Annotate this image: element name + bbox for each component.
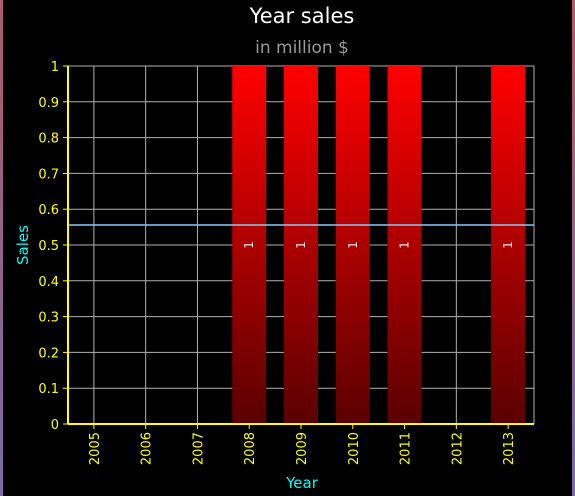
chart-title: Year sales	[249, 4, 355, 28]
y-tick-labels: 0 0.1 0.2 0.3 0.4 0.5 0.6 0.7 0.8 0.9 1	[38, 60, 59, 433]
y-tick-label: 0.5	[38, 239, 59, 254]
y-tick-label: 0.2	[38, 346, 59, 361]
x-tick-label: 2010	[347, 432, 362, 465]
y-tick-label: 1	[51, 60, 59, 75]
y-tick-label: 0.3	[38, 311, 59, 326]
bar-2010	[335, 66, 370, 424]
y-tick-label: 0.4	[38, 275, 59, 290]
data-labels: 1 1 1 1 1	[242, 241, 515, 249]
data-label: 1	[398, 241, 412, 249]
bar-2011	[387, 66, 422, 424]
y-tick-label: 0.6	[38, 203, 59, 218]
y-tick-label: 0.8	[38, 132, 59, 147]
data-label: 1	[346, 241, 360, 249]
y-axis-title: Sales	[14, 225, 32, 265]
x-tick-label: 2012	[450, 432, 465, 465]
data-label: 1	[294, 241, 308, 249]
data-label: 1	[501, 241, 515, 249]
bars	[232, 66, 526, 424]
y-tick-label: 0.1	[38, 382, 59, 397]
x-tick-labels: 2005 2006 2007 2008 2009 2010 2011 2012 2013	[88, 432, 517, 465]
bar-2009	[284, 66, 318, 424]
y-tick-label: 0.9	[38, 96, 59, 111]
x-tick-label: 2011	[399, 432, 414, 465]
x-tick-label: 2009	[295, 432, 310, 465]
chart-subtitle: in million $	[255, 38, 349, 58]
window-edge-left	[0, 0, 3, 496]
x-tick-label: 2006	[140, 432, 155, 465]
window-edge-right	[572, 0, 575, 496]
x-tick-label: 2007	[191, 432, 206, 465]
axes	[63, 65, 534, 429]
x-tick-label: 2005	[88, 432, 103, 465]
x-axis-title: Year	[285, 474, 319, 492]
bar-2013	[491, 66, 526, 424]
bar-2008	[232, 66, 267, 424]
x-tick-label: 2013	[502, 432, 517, 465]
y-tick-label: 0.7	[38, 167, 59, 182]
y-tick-label: 0	[51, 418, 59, 433]
data-label: 1	[242, 241, 256, 249]
x-tick-label: 2008	[243, 432, 258, 465]
